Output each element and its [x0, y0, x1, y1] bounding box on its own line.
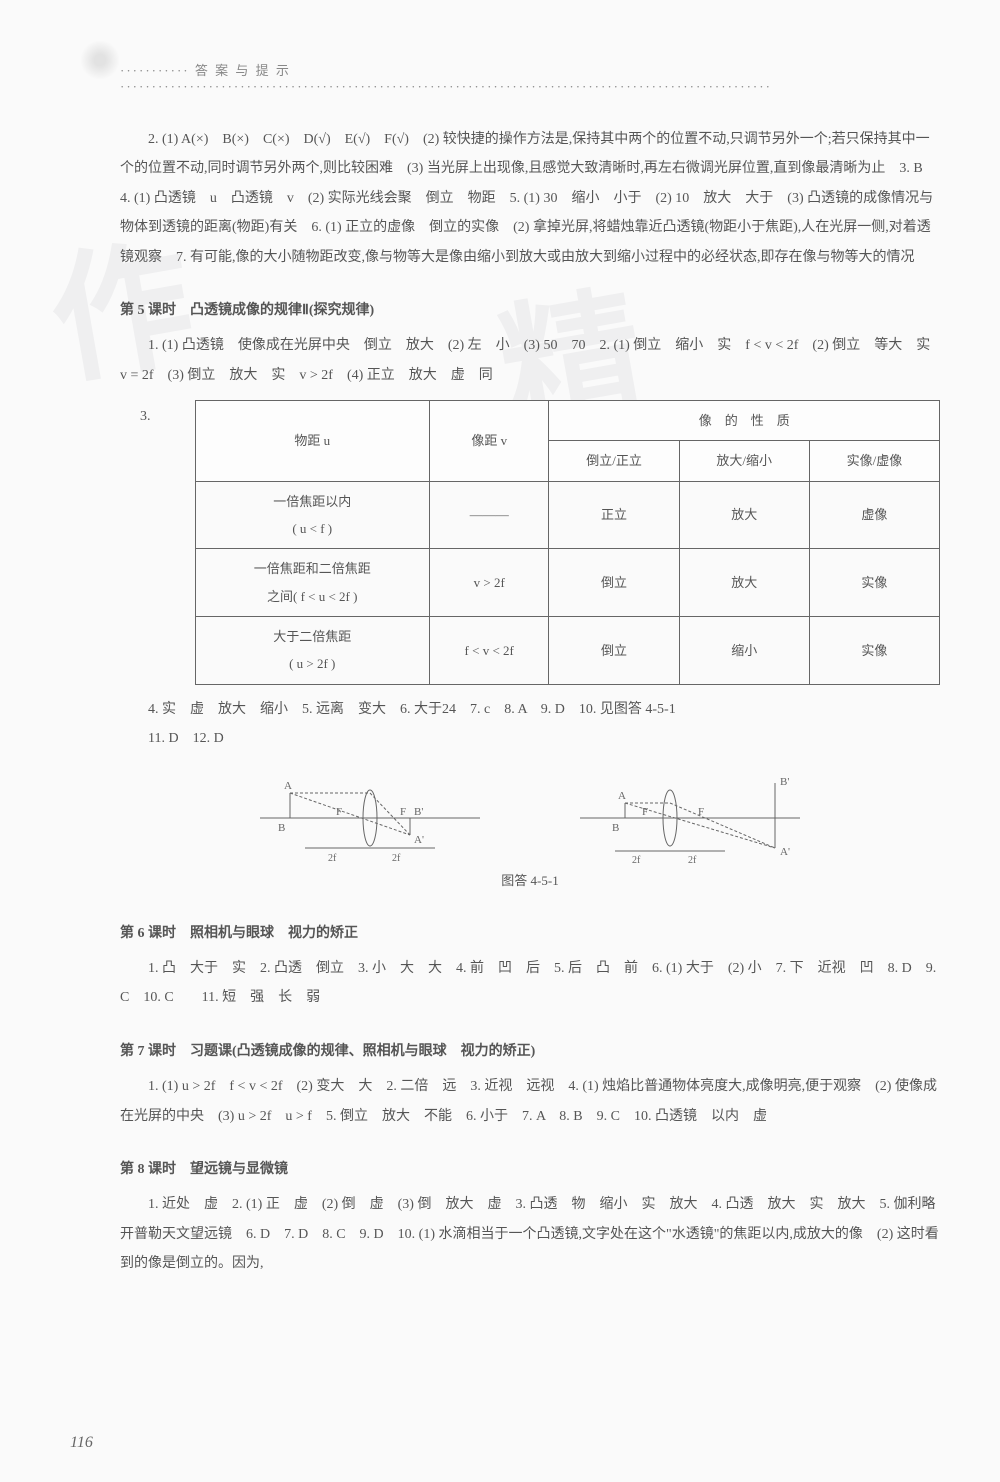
svg-text:A: A	[618, 790, 626, 802]
svg-text:B: B	[278, 822, 285, 834]
svg-text:2f: 2f	[632, 855, 641, 863]
svg-text:2f: 2f	[328, 853, 337, 863]
th-object-distance: 物距 u	[195, 401, 429, 482]
figure-row: A B B' A' F F 2f 2f	[120, 773, 940, 863]
th-image-properties: 像 的 性 质	[549, 401, 940, 441]
section-8-text: 1. 近处 虚 2. (1) 正 虚 (2) 倒 虚 (3) 倒 放大 虚 3.…	[120, 1190, 940, 1278]
svg-text:B: B	[612, 822, 619, 834]
cell: f < v < 2f	[429, 616, 548, 684]
cell: 放大	[679, 549, 809, 617]
cell: 一倍焦距和二倍焦距 之间( f < u < 2f )	[195, 549, 429, 617]
svg-text:F: F	[400, 806, 406, 818]
table-label: 3.	[140, 402, 151, 431]
svg-text:2f: 2f	[392, 853, 401, 863]
corner-decoration	[80, 40, 120, 80]
lens-diagram-left: A B B' A' F F 2f 2f	[250, 773, 490, 863]
cell: 缩小	[679, 616, 809, 684]
svg-text:F: F	[336, 806, 342, 818]
answer-block-1: 2. (1) A(×) B(×) C(×) D(√) E(√) F(√) (2)…	[120, 125, 940, 272]
cell: 大于二倍焦距 ( u > 2f )	[195, 616, 429, 684]
cell: ———	[429, 481, 548, 549]
imaging-rules-table: 物距 u 像距 v 像 的 性 质 倒立/正立 放大/缩小 实像/虚像 一倍焦距…	[195, 400, 941, 684]
cell: 正立	[549, 481, 679, 549]
th-image-distance: 像距 v	[429, 401, 548, 482]
svg-text:B': B'	[780, 776, 789, 788]
th-magnification: 放大/缩小	[679, 441, 809, 481]
figure-caption: 图答 4-5-1	[120, 867, 940, 894]
section-5-after-table: 4. 实 虚 放大 缩小 5. 远离 变大 6. 大于24 7. c 8. A …	[120, 695, 940, 724]
header-title: 答 案 与 提 示	[195, 63, 291, 78]
svg-text:A: A	[284, 780, 292, 792]
cell: 放大	[679, 481, 809, 549]
section-5-title: 第 5 课时 凸透镜成像的规律Ⅱ(探究规律)	[120, 296, 940, 325]
svg-text:B': B'	[414, 806, 423, 818]
section-5-after-table2: 11. D 12. D	[148, 724, 940, 753]
section-6-text: 1. 凸 大于 实 2. 凸透 倒立 3. 小 大 大 4. 前 凹 后 5. …	[120, 954, 940, 1013]
cell: 实像	[809, 616, 939, 684]
cell: 虚像	[809, 481, 939, 549]
svg-text:A': A'	[414, 834, 424, 846]
th-orientation: 倒立/正立	[549, 441, 679, 481]
section-7-title: 第 7 课时 习题课(凸透镜成像的规律、照相机与眼球 视力的矫正)	[120, 1037, 940, 1066]
cell: v > 2f	[429, 549, 548, 617]
page-number: 116	[70, 1434, 93, 1452]
svg-text:F: F	[642, 806, 648, 818]
cell: 倒立	[549, 549, 679, 617]
section-6-title: 第 6 课时 照相机与眼球 视力的矫正	[120, 919, 940, 948]
svg-text:F: F	[698, 806, 704, 818]
lens-diagram-right: A B B' A' F F 2f 2f	[570, 773, 810, 863]
th-real-virtual: 实像/虚像	[809, 441, 939, 481]
cell: 一倍焦距以内 ( u < f )	[195, 481, 429, 549]
section-7-text: 1. (1) u > 2f f < v < 2f (2) 变大 大 2. 二倍 …	[120, 1072, 940, 1131]
section-8-title: 第 8 课时 望远镜与显微镜	[120, 1155, 940, 1184]
svg-text:A': A'	[780, 846, 790, 858]
section-5-line1: 1. (1) 凸透镜 使像成在光屏中央 倒立 放大 (2) 左 小 (3) 50…	[120, 331, 940, 390]
cell: 倒立	[549, 616, 679, 684]
svg-text:2f: 2f	[688, 855, 697, 863]
page-header: ··········· 答 案 与 提 示 ··················…	[120, 60, 940, 95]
cell: 实像	[809, 549, 939, 617]
